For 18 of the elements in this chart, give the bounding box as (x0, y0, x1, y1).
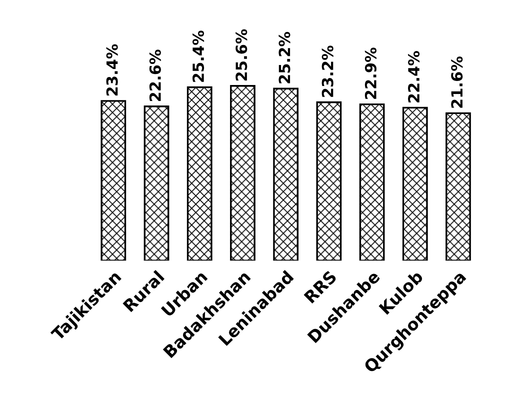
bar (359, 103, 385, 261)
data-label: 25.4% (192, 30, 204, 82)
bar (273, 88, 299, 261)
bar (402, 106, 428, 261)
bar (100, 100, 126, 261)
data-label: 23.2% (322, 46, 334, 97)
bar (446, 112, 471, 261)
data-label: 25.6% (236, 29, 248, 81)
bar (144, 106, 170, 261)
bar (186, 86, 212, 261)
bar (230, 85, 256, 261)
bar (316, 101, 342, 261)
data-label: 22.6% (149, 50, 161, 101)
data-label: 22.4% (408, 51, 420, 102)
data-label: 22.9% (364, 48, 376, 99)
data-label: 25.2% (278, 32, 290, 84)
data-label: 23.4% (106, 44, 118, 96)
data-label: 21.6% (451, 56, 463, 108)
